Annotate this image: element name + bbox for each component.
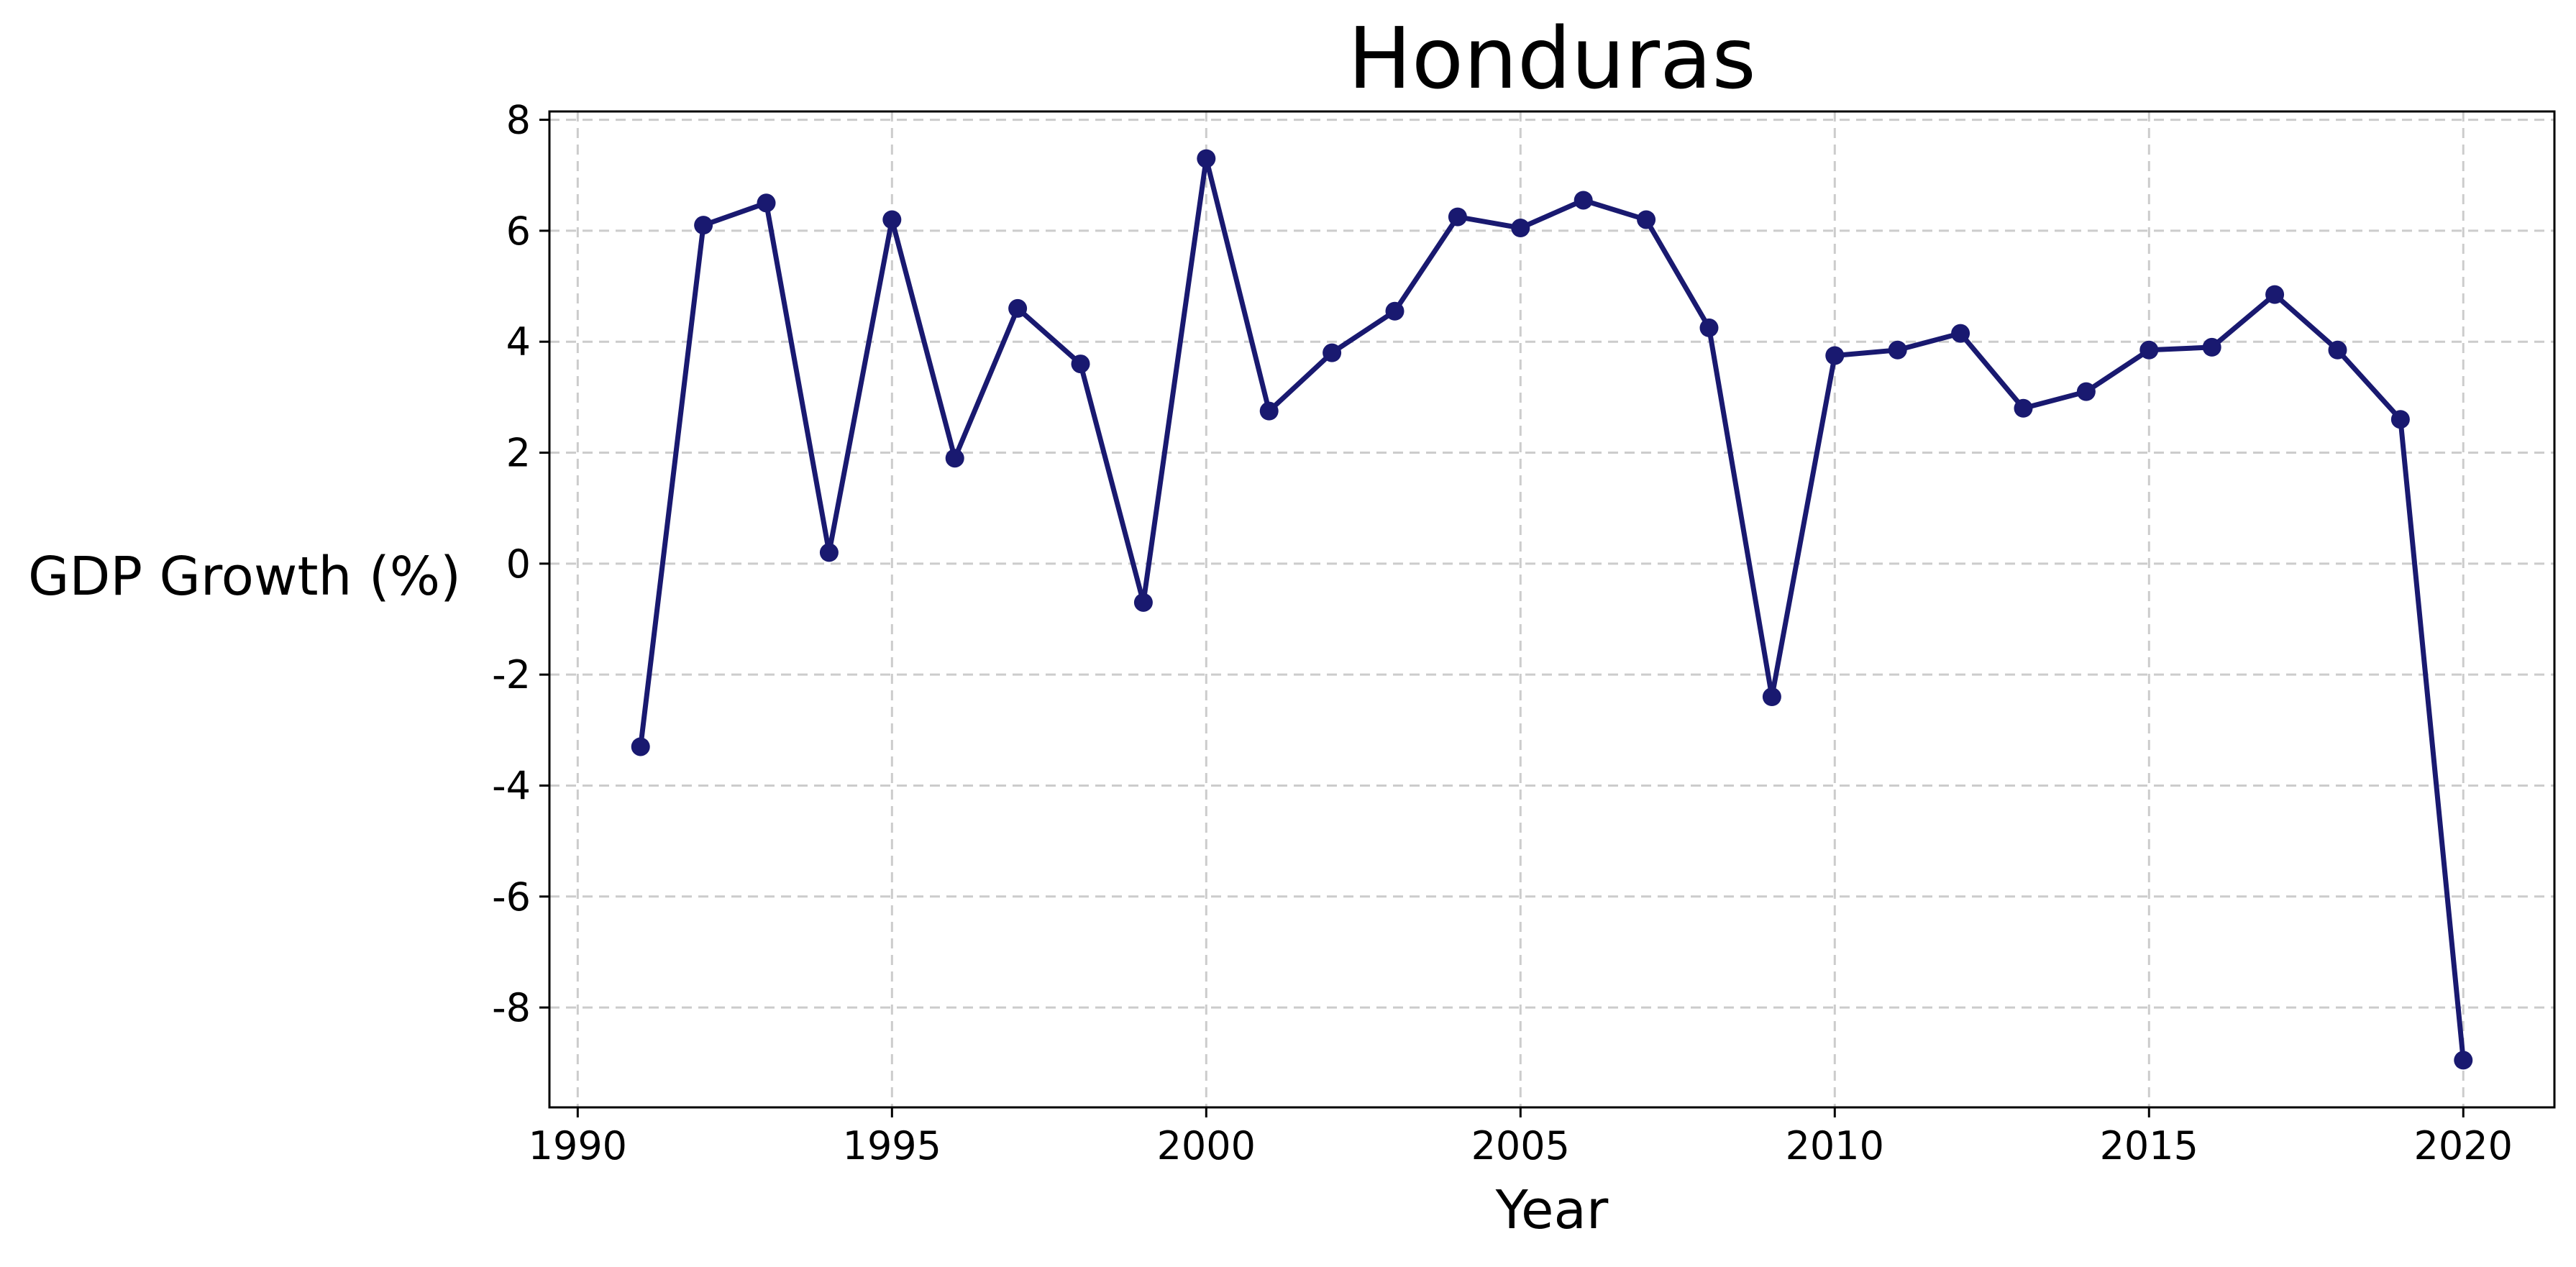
series-line xyxy=(638,156,2466,1061)
data-point xyxy=(1574,191,1593,210)
data-point xyxy=(882,210,902,229)
x-axis-label: Year xyxy=(1495,1179,1609,1241)
data-point xyxy=(1699,318,1719,337)
y-tick-label: -4 xyxy=(492,763,531,808)
y-tick-label: 8 xyxy=(506,98,531,143)
x-tick-label: 1990 xyxy=(529,1123,627,1168)
data-point xyxy=(757,193,776,213)
data-point xyxy=(2328,340,2347,360)
plot-area-frame xyxy=(548,110,2556,1109)
data-point xyxy=(1511,219,1530,238)
data-point xyxy=(1323,343,1342,362)
x-tick-label: 2015 xyxy=(2100,1123,2198,1168)
x-tick-label: 2000 xyxy=(1157,1123,1256,1168)
data-point xyxy=(631,737,650,756)
data-point xyxy=(1197,149,1216,168)
data-point xyxy=(1825,346,1845,365)
data-point xyxy=(2265,285,2285,304)
chart-title: Honduras xyxy=(1348,9,1756,108)
x-tick-label: 2005 xyxy=(1471,1123,1570,1168)
data-point xyxy=(2076,382,2096,401)
y-tick-label: -2 xyxy=(492,652,531,697)
x-tick-label: 1995 xyxy=(843,1123,941,1168)
data-point xyxy=(694,216,713,235)
data-point xyxy=(1385,301,1405,321)
y-tick-label: -8 xyxy=(492,985,531,1030)
data-point xyxy=(819,543,839,562)
data-point xyxy=(1133,593,1153,612)
x-tick-label: 2020 xyxy=(2414,1123,2513,1168)
data-point xyxy=(945,449,964,468)
series-layer xyxy=(631,149,2473,1070)
y-tick-label: 6 xyxy=(506,209,531,254)
data-point xyxy=(1259,401,1279,421)
data-point xyxy=(1071,355,1090,374)
axis-ticks: 1990 1995 2000 2005 2010 2015 2020 -8 -6 -4 -2 0 2 4 6… xyxy=(492,98,2513,1168)
y-tick-label: 0 xyxy=(506,541,531,587)
data-point xyxy=(2454,1051,2473,1070)
data-point xyxy=(1888,340,1907,360)
data-point xyxy=(2390,410,2410,429)
y-tick-label: 2 xyxy=(506,431,531,476)
data-point xyxy=(1448,207,1467,227)
data-point xyxy=(1637,210,1656,229)
data-point xyxy=(1762,687,1781,707)
x-tick-label: 2010 xyxy=(1786,1123,1884,1168)
data-point xyxy=(1008,298,1028,318)
data-point xyxy=(1951,324,1970,343)
data-point xyxy=(2014,398,2033,418)
data-point xyxy=(2202,337,2221,357)
y-tick-label: -6 xyxy=(492,874,531,920)
y-tick-label: 4 xyxy=(506,319,531,365)
data-point xyxy=(2139,340,2159,360)
y-axis-label: GDP Growth (%) xyxy=(28,546,461,608)
